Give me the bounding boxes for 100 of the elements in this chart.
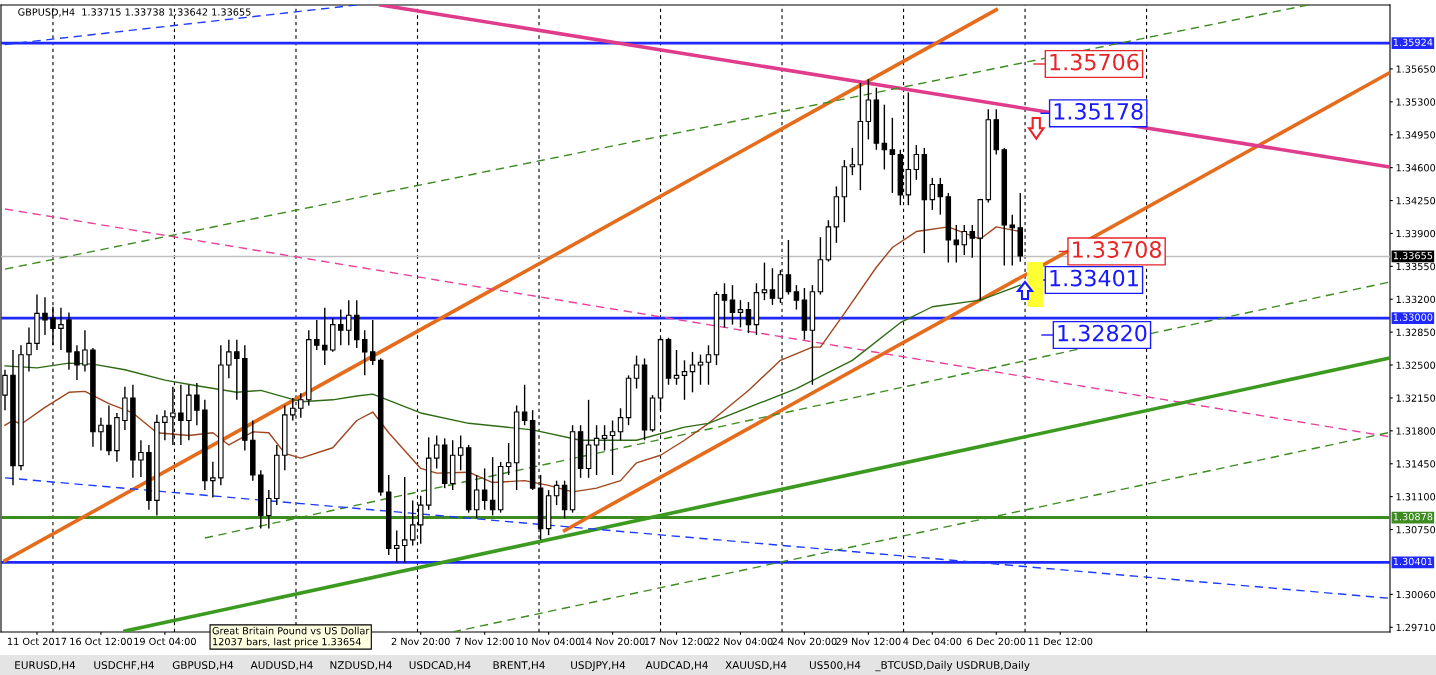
text: USDJPY,H4 <box>571 661 626 671</box>
annotation: 1.33708 <box>1073 241 1161 258</box>
candlestick <box>194 382 200 426</box>
text: AUDCAD,H4 <box>645 661 708 671</box>
text: AUDUSD,H4 <box>250 661 313 671</box>
y-tick-label: 1.34600 <box>1396 164 1436 172</box>
candlestick <box>361 329 368 377</box>
candlestick <box>473 474 480 519</box>
y-tick-label: 1.34250 <box>1396 197 1436 205</box>
candlestick <box>593 424 600 476</box>
candlestick <box>138 439 144 478</box>
candlestick <box>609 419 616 476</box>
candlestick <box>58 306 64 351</box>
annotation: 1.35706 <box>1050 53 1139 71</box>
candlestick <box>122 385 128 431</box>
text: GBPUSD,H4 <box>172 661 234 671</box>
y-tick-label: 1.34950 <box>1396 131 1436 139</box>
candlestick <box>345 299 352 346</box>
candlestick <box>1009 213 1016 267</box>
candlestick <box>521 384 528 426</box>
candlestick <box>929 177 936 211</box>
candlestick <box>913 144 920 181</box>
candlestick <box>210 461 216 499</box>
candlestick <box>226 338 232 379</box>
candlestick <box>98 416 104 452</box>
y-tick-label: 1.31800 <box>1396 427 1436 435</box>
annotation: 1.32820 <box>1058 324 1147 342</box>
candlestick <box>729 284 736 326</box>
candlestick <box>737 299 744 329</box>
candlestick <box>26 326 32 373</box>
text: US500,H4 <box>809 661 861 671</box>
y-tick-label: 1.35650 <box>1396 65 1436 73</box>
candlestick <box>585 399 592 479</box>
ref-line-label: 1.30401 <box>1393 557 1433 566</box>
candlestick <box>721 282 728 329</box>
ref-line-label: 1.33000 <box>1393 313 1433 321</box>
y-tick-label: 1.33900 <box>1396 229 1436 238</box>
text: USDRUB,Daily <box>956 660 1030 672</box>
y-tick-label: 1.30750 <box>1396 526 1436 534</box>
text: EURUSD,H4 <box>15 661 76 671</box>
candlestick <box>74 344 80 381</box>
x-tick-label: 10 Nov 04:00 <box>516 637 581 646</box>
y-tick-label: 1.32150 <box>1396 394 1436 402</box>
candlestick <box>633 354 640 390</box>
candlestick <box>793 284 800 311</box>
text: USDCHF,H4 <box>94 661 154 671</box>
candlestick <box>761 261 768 301</box>
candlestick <box>705 344 712 386</box>
y-tick-label: 1.31100 <box>1396 493 1436 501</box>
candlestick <box>457 434 464 472</box>
candlestick <box>82 329 88 373</box>
y-tick-label: 1.35300 <box>1396 98 1436 106</box>
candlestick <box>266 489 272 530</box>
x-tick-label: 19 Oct 04:00 <box>134 637 196 646</box>
candlestick <box>697 353 704 386</box>
y-tick-label: 1.33550 <box>1396 262 1436 271</box>
ref-line-label: 1.30878 <box>1393 512 1433 521</box>
candlestick <box>369 319 376 366</box>
text: _BTCUSD,Daily <box>875 660 953 672</box>
candlestick <box>162 409 168 441</box>
chart-title: GBPUSD,H4 1.33715 1.33738 1.33642 1.33655 <box>18 8 251 17</box>
x-tick-label: 6 Dec 20:00 <box>967 637 1026 646</box>
candlestick <box>481 467 488 511</box>
candlestick <box>969 224 976 259</box>
candlestick <box>322 306 328 366</box>
candlestick <box>769 267 776 306</box>
candlestick <box>42 296 48 336</box>
x-tick-label: 4 Dec 04:00 <box>903 637 962 646</box>
annotation: Great Britain Pound vs US Dollar 12037 bars, last price 1.33654 <box>212 626 370 648</box>
candlestick <box>178 384 184 446</box>
text: USDCAD,H4 <box>409 661 471 671</box>
annotation: 1.33401 <box>1050 269 1138 287</box>
candlestick <box>234 338 240 401</box>
candlestick <box>889 117 896 194</box>
x-tick-label: 7 Nov 12:00 <box>455 637 514 646</box>
candlestick <box>617 407 624 441</box>
x-tick-label: 11 Dec 12:00 <box>1028 637 1093 646</box>
x-tick-label: 24 Nov 20:00 <box>772 637 837 646</box>
ref-line-label: 1.33655 <box>1393 251 1433 260</box>
candlestick <box>937 177 944 216</box>
x-tick-label: 17 Nov 12:00 <box>644 637 709 646</box>
candlestick <box>961 224 968 256</box>
candlestick <box>338 308 344 346</box>
candlestick <box>689 351 696 393</box>
x-tick-label: 22 Nov 04:00 <box>708 637 773 646</box>
candlestick <box>681 359 688 401</box>
candlestick <box>745 301 752 334</box>
candlestick <box>401 476 408 564</box>
candlestick <box>433 434 440 470</box>
text: BRENT,H4 <box>493 661 545 671</box>
y-tick-label: 1.33200 <box>1396 295 1436 304</box>
y-tick-label: 1.32850 <box>1396 328 1436 336</box>
candlestick <box>393 529 400 564</box>
x-tick-label: 2 Nov 20:00 <box>391 637 450 646</box>
y-tick-label: 1.30060 <box>1396 590 1436 599</box>
x-tick-label: 16 Oct 12:00 <box>70 637 132 646</box>
y-tick-label: 1.31450 <box>1396 460 1436 468</box>
candlestick <box>505 442 512 476</box>
candlestick <box>673 349 680 386</box>
candlestick <box>601 424 608 452</box>
